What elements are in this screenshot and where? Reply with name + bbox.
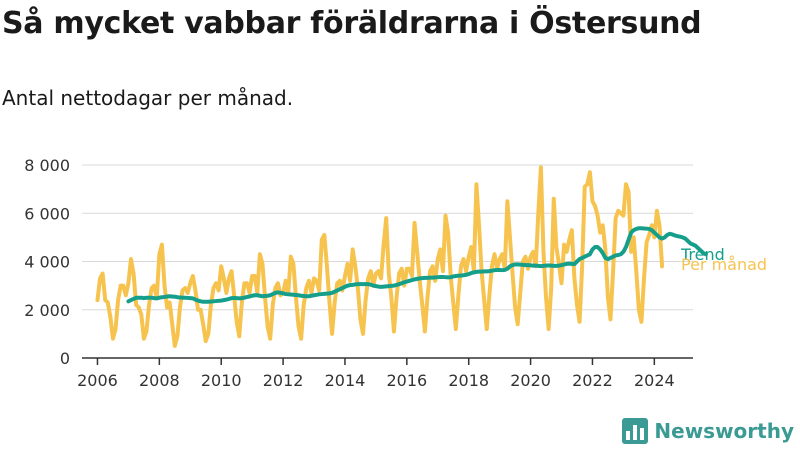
chart-subtitle: Antal nettodagar per månad. [2,86,294,110]
y-axis-tick-labels: 0 2 000 4 000 6 000 8 000 [24,156,70,368]
chart-title: Så mycket vabbar föräldrarna i Östersund [2,6,702,41]
newsworthy-logo: Newsworthy [622,418,794,444]
newsworthy-wordmark: Newsworthy [654,419,794,443]
x-tick-label: 2018 [448,371,489,390]
x-tick-label: 2006 [77,371,118,390]
y-tick-label: 0 [60,349,70,368]
x-tick-label: 2024 [634,371,675,390]
x-tick-label: 2012 [263,371,304,390]
y-tick-label: 4 000 [24,253,70,272]
x-tick-label: 2010 [201,371,242,390]
newsworthy-bar-chart-icon [622,418,649,444]
x-tick-label: 2016 [386,371,427,390]
x-tick-label: 2014 [325,371,366,390]
x-tick-label: 2022 [572,371,613,390]
per-manad-label: Per månad [681,255,767,274]
x-axis: 2006 2008 2010 2012 2014 2016 2018 2020 2022 2024 [77,357,693,390]
x-tick-label: 2008 [139,371,180,390]
series-line-trend [126,226,708,304]
trend-label: Trend [680,245,725,264]
x-tick-label: 2020 [510,371,551,390]
series-line-per-manad [95,165,665,348]
series-lines [95,165,708,348]
y-tick-label: 6 000 [24,204,70,223]
y-tick-label: 8 000 [24,156,70,175]
y-tick-label: 2 000 [24,301,70,320]
gridlines [82,164,693,311]
